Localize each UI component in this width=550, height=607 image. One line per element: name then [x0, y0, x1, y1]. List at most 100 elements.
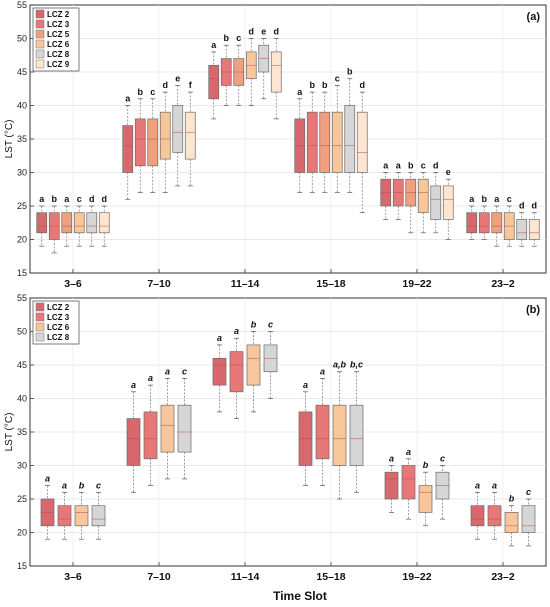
box-lcz2-6: a — [470, 480, 485, 540]
legend-label: LCZ 8 — [47, 50, 70, 59]
panel-a: 15 20 25 30 35 40 45 50 55 3–6 7–10 11–14 15–18 19–22… — [4, 0, 547, 290]
box-body — [143, 411, 158, 460]
legend-label: LCZ 3 — [47, 313, 70, 322]
box-body — [270, 51, 282, 93]
significance-letter: a — [125, 94, 131, 104]
box-lcz9-5: e — [442, 167, 454, 240]
significance-letter: d — [433, 161, 439, 171]
box-lcz2-4: a — [298, 380, 313, 486]
significance-letter: d — [532, 201, 538, 211]
significance-letter: a — [217, 333, 222, 343]
significance-letter: a — [389, 454, 394, 464]
box-lcz3-4: b — [306, 80, 318, 193]
box-lcz2-6: a — [466, 194, 478, 240]
legend-label: LCZ 9 — [47, 60, 70, 69]
significance-letter: a — [383, 161, 389, 171]
x-tick-label: 15–18 — [316, 571, 345, 583]
significance-letter: c — [77, 194, 82, 204]
box-lcz3-2: b — [134, 87, 146, 193]
significance-letter: d — [89, 194, 95, 204]
significance-letter: a — [297, 87, 303, 97]
box-lcz6-3: d — [245, 27, 257, 106]
box-body — [356, 111, 368, 173]
box-lcz3-3: b — [220, 33, 232, 106]
significance-letter: a — [45, 474, 50, 484]
box-lcz6-2: a — [160, 366, 175, 480]
box-lcz6-4: c — [331, 73, 343, 193]
y-tick-label: 20 — [17, 235, 27, 245]
box-body — [177, 404, 192, 453]
box-body — [417, 178, 429, 214]
significance-letter: a — [62, 480, 67, 490]
box-lcz3-6: a — [487, 480, 502, 540]
significance-letter: b — [310, 80, 316, 90]
legend-label: LCZ 6 — [47, 323, 70, 332]
box-body — [401, 465, 416, 500]
significance-letter: b — [138, 87, 144, 97]
y-tick-label: 55 — [17, 293, 27, 303]
box-lcz5-3: c — [233, 33, 245, 106]
box-lcz2-1: a — [36, 194, 48, 247]
box-lcz6-6: b — [504, 494, 519, 547]
y-tick-label: 25 — [17, 201, 27, 211]
legend-label: LCZ 2 — [47, 10, 70, 19]
box-lcz6-2: d — [159, 80, 171, 193]
box-body — [349, 404, 364, 466]
y-tick-label: 20 — [17, 528, 27, 538]
y-tick-label: 45 — [17, 360, 27, 370]
box-lcz2-2: a — [126, 380, 141, 493]
legend-swatch — [35, 312, 45, 322]
box-lcz8-1: d — [86, 194, 98, 247]
box-body — [212, 357, 227, 386]
significance-letter: d — [163, 80, 169, 90]
legend-label: LCZ 3 — [47, 20, 70, 29]
significance-letter: a — [494, 194, 500, 204]
x-axis-title: Time Slot — [273, 589, 327, 603]
box-body — [516, 219, 528, 240]
box-body — [306, 111, 318, 173]
box-body — [466, 212, 478, 234]
box-lcz8-1: c — [91, 480, 106, 540]
significance-letter: a — [64, 194, 70, 204]
significance-letter: c — [440, 454, 445, 464]
box-body — [57, 505, 72, 527]
box-body — [491, 212, 503, 234]
box-body — [91, 505, 106, 527]
box-lcz3-2: a — [143, 373, 158, 486]
box-body — [331, 111, 343, 173]
y-tick-label: 50 — [17, 327, 27, 337]
box-lcz9-4: d — [356, 80, 368, 214]
y-tick-label: 40 — [17, 101, 27, 111]
box-lcz3-1: b — [48, 194, 60, 254]
significance-letter: b — [509, 494, 515, 504]
significance-letter: b — [224, 33, 230, 43]
y-tick-label: 55 — [17, 0, 27, 10]
box-body — [172, 105, 184, 153]
y-tick-label: 30 — [17, 461, 27, 471]
legend-swatch — [35, 332, 45, 342]
y-tick-label: 15 — [17, 561, 27, 571]
significance-letter: d — [249, 27, 255, 37]
box-body — [134, 118, 146, 167]
box-body — [442, 185, 454, 220]
box-body — [332, 404, 347, 466]
x-tick-label: 7–10 — [147, 278, 171, 290]
significance-letter: b — [482, 194, 488, 204]
box-lcz8-6: d — [516, 201, 528, 247]
box-body — [86, 212, 98, 234]
y-axis-label: LST (°C) — [4, 120, 15, 159]
significance-letter: d — [360, 80, 366, 90]
legend-swatch — [35, 59, 45, 69]
box-body — [74, 505, 89, 527]
x-tick-label: 7–10 — [147, 571, 171, 583]
box-body — [315, 404, 330, 460]
box-lcz9-3: d — [270, 27, 282, 120]
panel-label: (b) — [526, 304, 540, 316]
box-lcz8-4: b — [344, 67, 356, 193]
y-tick-label: 45 — [17, 67, 27, 77]
y-tick-label: 50 — [17, 34, 27, 44]
box-body — [147, 118, 159, 167]
significance-letter: c — [236, 33, 241, 43]
significance-letter: c — [507, 194, 512, 204]
